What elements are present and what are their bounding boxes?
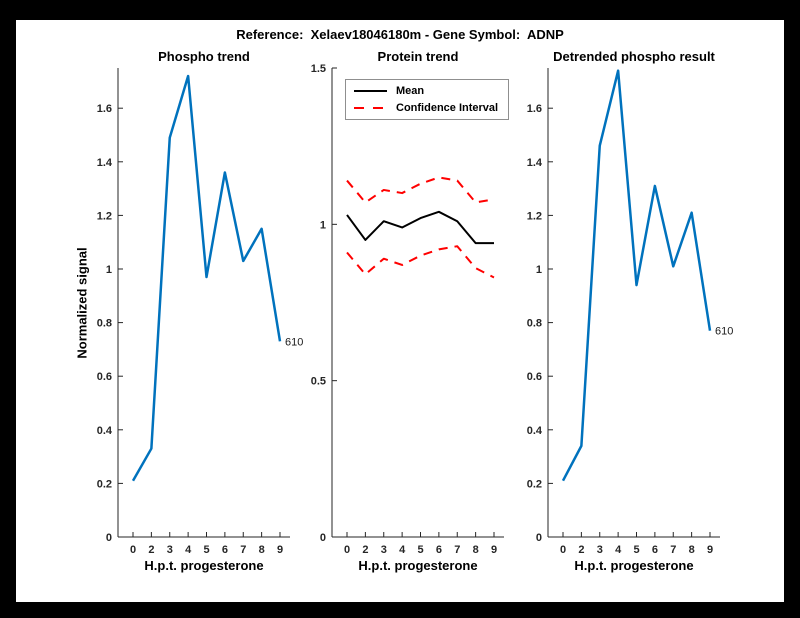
y-tick-label: 0.2 bbox=[527, 478, 542, 490]
x-tick-label: 7 bbox=[670, 544, 676, 556]
x-tick-label: 0 bbox=[344, 544, 350, 556]
y-tick-label: 0 bbox=[106, 532, 112, 544]
series-line bbox=[561, 69, 712, 482]
x-tick-label: 2 bbox=[148, 544, 154, 556]
y-tick-label: 1.2 bbox=[527, 210, 542, 222]
y-tick-label: 1 bbox=[536, 264, 542, 276]
x-tick-label: 6 bbox=[436, 544, 442, 556]
x-tick-label: 5 bbox=[203, 544, 209, 556]
x-axis-label-detrended: H.p.t. progesterone bbox=[574, 558, 694, 573]
x-tick-label: 4 bbox=[185, 544, 192, 556]
y-tick-label: 0.6 bbox=[527, 371, 542, 383]
y-tick-label: 0.8 bbox=[97, 318, 112, 330]
x-tick-label: 6 bbox=[222, 544, 228, 556]
x-tick-label: 5 bbox=[633, 544, 639, 556]
y-tick-label: 1 bbox=[106, 264, 112, 276]
series-line bbox=[346, 176, 495, 204]
x-tick-label: 3 bbox=[167, 544, 173, 556]
x-tick-label: 3 bbox=[381, 544, 387, 556]
y-tick-label: 1.4 bbox=[527, 157, 543, 169]
y-tick-label: 1.5 bbox=[311, 63, 326, 75]
x-tick-label: 5 bbox=[417, 544, 423, 556]
subplot-title-detrended-result: Detrended phospho result bbox=[553, 49, 715, 64]
series-end-annotation: 610 bbox=[715, 326, 733, 338]
legend-label-confidence-interval: Confidence Interval bbox=[396, 102, 499, 114]
y-tick-label: 0.8 bbox=[527, 318, 542, 330]
x-tick-label: 2 bbox=[362, 544, 368, 556]
legend-entry-mean: Mean bbox=[354, 85, 498, 97]
confidence-interval-line-sample bbox=[354, 106, 387, 110]
figure-canvas: Reference: Xelaev18046180m - Gene Symbol… bbox=[16, 20, 784, 602]
x-axis-label-phospho: H.p.t. progesterone bbox=[144, 558, 264, 573]
subplot-title-protein-trend: Protein trend bbox=[377, 49, 459, 64]
x-tick-label: 0 bbox=[560, 544, 566, 556]
series-end-annotation: 610 bbox=[285, 336, 303, 348]
x-tick-label: 7 bbox=[454, 544, 460, 556]
x-tick-label: 8 bbox=[689, 544, 695, 556]
legend: Mean Confidence Interval bbox=[345, 79, 510, 120]
x-tick-label: 9 bbox=[277, 544, 283, 556]
y-tick-label: 0.6 bbox=[97, 371, 112, 383]
y-tick-label: 0 bbox=[320, 532, 326, 544]
x-tick-label: 2 bbox=[578, 544, 584, 556]
y-tick-label: 0.4 bbox=[527, 425, 543, 437]
x-tick-label: 6 bbox=[652, 544, 658, 556]
series-line bbox=[131, 74, 282, 482]
x-tick-label: 8 bbox=[473, 544, 479, 556]
x-tick-label: 4 bbox=[615, 544, 622, 556]
y-tick-label: 0.5 bbox=[311, 376, 326, 388]
figure-title: Reference: Xelaev18046180m - Gene Symbol… bbox=[236, 27, 564, 42]
x-tick-label: 0 bbox=[130, 544, 136, 556]
y-tick-label: 1.6 bbox=[527, 103, 542, 115]
y-tick-label: 1 bbox=[320, 219, 326, 231]
y-tick-label: 1.4 bbox=[97, 157, 113, 169]
series-line bbox=[346, 210, 494, 245]
legend-entry-confidence-interval: Confidence Interval bbox=[354, 102, 498, 114]
x-tick-label: 7 bbox=[240, 544, 246, 556]
subplot-title-phospho-trend: Phospho trend bbox=[158, 49, 250, 64]
x-tick-label: 3 bbox=[597, 544, 603, 556]
x-tick-label: 8 bbox=[259, 544, 265, 556]
y-tick-label: 1.2 bbox=[97, 210, 112, 222]
x-tick-label: 9 bbox=[491, 544, 497, 556]
x-axis-label-protein: H.p.t. progesterone bbox=[358, 558, 478, 573]
x-tick-label: 9 bbox=[707, 544, 713, 556]
mean-line-sample bbox=[354, 89, 387, 93]
series-line bbox=[346, 245, 495, 279]
y-tick-label: 0.2 bbox=[97, 478, 112, 490]
legend-label-mean: Mean bbox=[396, 85, 425, 97]
x-tick-label: 4 bbox=[399, 544, 406, 556]
protein-trend-plot: 0 2 3 4 5 6 7 8 900.511.5 bbox=[311, 63, 504, 556]
y-tick-label: 1.6 bbox=[97, 103, 112, 115]
y-tick-label: 0.4 bbox=[97, 425, 113, 437]
y-tick-label: 0 bbox=[536, 532, 542, 544]
